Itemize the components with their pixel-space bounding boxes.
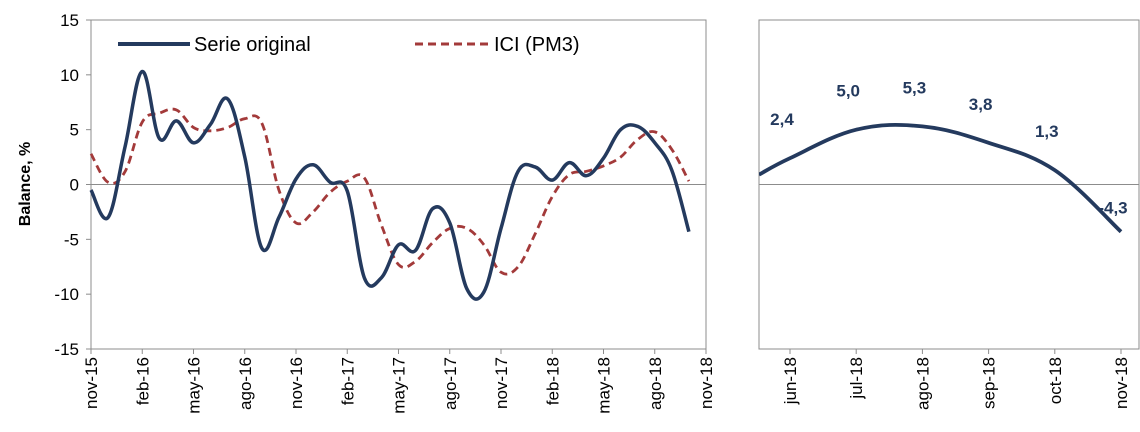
y-tick-label: -5 <box>64 230 79 249</box>
legend: Serie original ICI (PM3) <box>118 34 580 56</box>
x-tick-label: jul-18 <box>847 357 866 400</box>
x-tick-label: ago-17 <box>441 357 460 410</box>
x-tick-label: feb-16 <box>133 357 152 405</box>
x-tick-label: feb-17 <box>338 357 357 405</box>
right-data-labels: 2,4 5,0 5,3 3,8 1,3 -4,3 <box>770 78 1127 217</box>
y-tick-label: 10 <box>60 66 79 85</box>
legend-label-original: Serie original <box>194 34 311 56</box>
y-tick-label: 0 <box>70 176 79 195</box>
x-tick-label: nov-18 <box>1112 357 1131 409</box>
right-series <box>759 122 1123 234</box>
x-tick-label: may-17 <box>390 357 409 414</box>
x-tick-label: feb-18 <box>543 357 562 405</box>
data-label: 5,3 <box>903 78 927 97</box>
legend-label-ici: ICI (PM3) <box>494 34 580 56</box>
left-series <box>89 69 691 301</box>
x-tick-label: ago-16 <box>236 357 255 410</box>
data-label: 2,4 <box>770 110 794 129</box>
x-tick-label: nov-18 <box>697 357 716 409</box>
data-label: -4,3 <box>1098 199 1127 218</box>
right-chart: jun-18 jul-18 ago-18 sep-18 oct-18 nov-18 2,4… <box>758 19 1140 410</box>
data-label: 3,8 <box>969 95 993 114</box>
x-tick-label: nov-15 <box>82 357 101 409</box>
x-tick-label: ago-18 <box>913 357 932 410</box>
x-tick-label: nov-17 <box>492 357 511 409</box>
series-line-trend <box>759 122 1123 234</box>
x-tick-label: oct-18 <box>1046 357 1065 404</box>
x-tick-label: nov-16 <box>287 357 306 409</box>
y-tick-label: -10 <box>54 285 79 304</box>
y-tick-label: 15 <box>60 11 79 30</box>
x-tick-label: may-16 <box>185 357 204 414</box>
y-tick-label: -15 <box>54 340 79 359</box>
x-tick-label: jun-18 <box>781 357 800 405</box>
data-label: 5,0 <box>836 82 860 101</box>
series-line-original <box>89 69 691 301</box>
x-tick-label: ago-18 <box>646 357 665 410</box>
left-y-ticks: -15 -10 -5 0 5 10 15 <box>54 11 91 359</box>
left-x-ticks: nov-15 feb-16 may-16 ago-16 nov-16 feb-17 may-… <box>82 349 716 414</box>
y-axis-title: Balance, % <box>17 142 34 226</box>
data-label: 1,3 <box>1035 122 1059 141</box>
right-x-ticks: jun-18 jul-18 ago-18 sep-18 oct-18 nov-18 <box>781 349 1131 410</box>
series-line-ici <box>89 107 691 276</box>
x-tick-label: sep-18 <box>980 357 999 409</box>
x-tick-label: may-18 <box>595 357 614 414</box>
y-tick-label: 5 <box>70 121 79 140</box>
